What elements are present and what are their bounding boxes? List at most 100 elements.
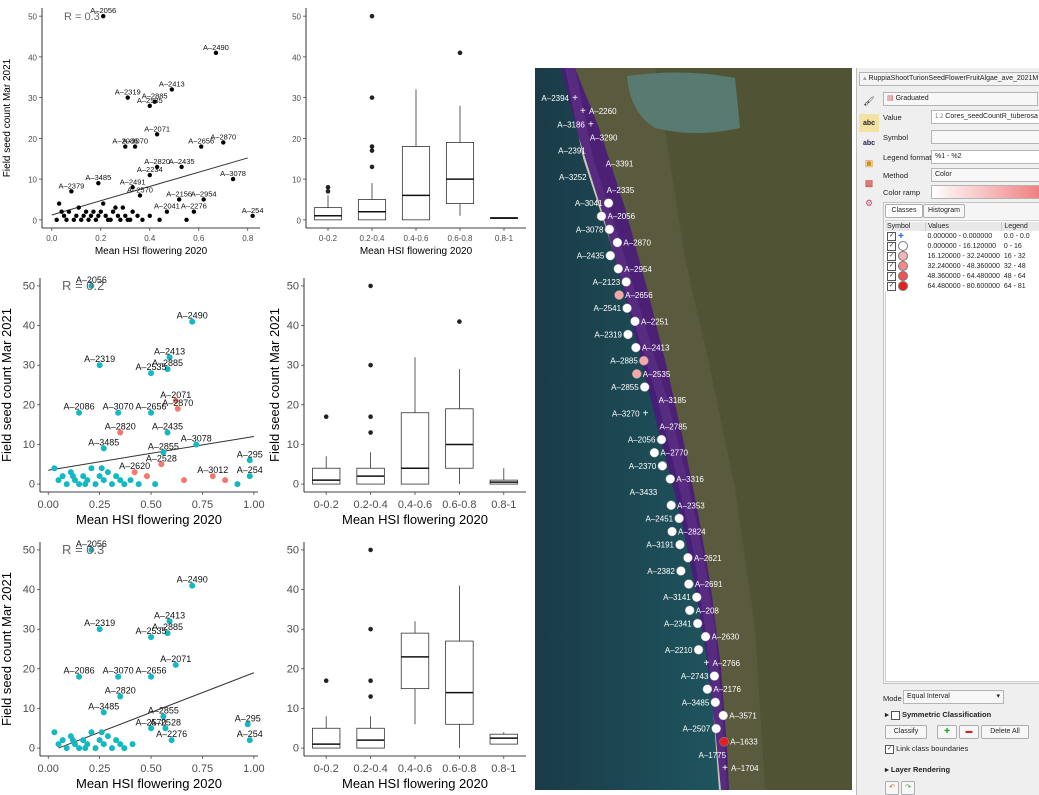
column-symbol[interactable]: Symbol	[885, 222, 926, 231]
class-row[interactable]: ✓ ✚ 0.000000 - 0.000000 0.0 - 0.0	[885, 231, 1039, 241]
undo-button[interactable]: ↶	[885, 781, 899, 795]
mask-abc-icon[interactable]: abc	[862, 139, 876, 147]
class-visible-checkbox[interactable]: ✓	[887, 261, 896, 271]
class-legend-cell[interactable]: 0 - 16	[1003, 242, 1022, 250]
class-visible-checkbox[interactable]: ✓	[887, 281, 896, 291]
box-outlier	[323, 678, 329, 684]
paintbrush-icon[interactable]: 🖌	[863, 95, 875, 106]
class-visible-checkbox[interactable]: ✓	[887, 271, 896, 281]
map-canvas[interactable]: + A–2394 + A–2260 + A–3186 A–3290 A–2391 A–3391 A…	[535, 68, 852, 790]
class-symbol-cell[interactable]: ✓	[885, 261, 926, 271]
x-tick-label: 0.2-0.4	[353, 499, 387, 511]
layer-styling-panel: ▴ RuppiaShootTurionSeedFlowerFruitAlgae_…	[856, 68, 1039, 795]
method-select[interactable]: Color	[931, 168, 1039, 182]
expand-arrow-icon: ▸	[885, 710, 891, 719]
box-outlier	[325, 184, 331, 190]
class-values-cell[interactable]: 32.240000 - 48.360000	[927, 262, 1000, 270]
site-label: A–2630	[712, 633, 740, 642]
class-row[interactable]: ✓ 16.120000 - 32.240000 16 - 32	[885, 251, 1039, 261]
class-values-cell[interactable]: 48.360000 - 64.480000	[927, 272, 1000, 280]
site-marker	[693, 645, 704, 655]
correlation-annotation: R = 0.3	[62, 542, 104, 557]
color-ramp-select[interactable]	[931, 185, 1039, 199]
class-legend-cell[interactable]: 0.0 - 0.0	[1003, 232, 1030, 240]
mode-select[interactable]: Equal Interval ▾	[903, 690, 1004, 704]
data-point	[86, 217, 91, 223]
data-point	[96, 180, 101, 186]
class-row[interactable]: ✓ 0.000000 - 16.120000 0 - 16	[885, 241, 1039, 251]
layer-select[interactable]: ▴ RuppiaShootTurionSeedFlowerFruitAlgae_…	[859, 72, 1039, 86]
symmetric-checkbox[interactable]	[890, 710, 900, 720]
remove-class-button[interactable]: ▬	[959, 725, 979, 739]
box-rect	[357, 199, 387, 221]
point-label: A–2820	[105, 422, 136, 432]
data-point	[92, 745, 99, 752]
symbol-button[interactable]	[931, 130, 1039, 144]
land-vegetation	[655, 68, 852, 790]
class-row[interactable]: ✓ 48.360000 - 64.480000 48 - 64	[885, 271, 1039, 281]
site-marker	[614, 290, 624, 300]
column-values[interactable]: Values	[925, 222, 1003, 231]
column-legend[interactable]: Legend	[1001, 222, 1039, 231]
label-abc-icon[interactable]: abc	[859, 114, 879, 132]
class-visible-checkbox[interactable]: ✓	[887, 251, 896, 261]
action-gear-icon[interactable]: ⚙	[864, 197, 874, 208]
point-label: A–2570	[127, 185, 153, 194]
data-point	[76, 481, 83, 488]
link-boundaries-checkbox[interactable]: ✓	[885, 744, 894, 754]
class-symbol-cell[interactable]: ✓	[885, 241, 926, 251]
data-point	[118, 217, 123, 223]
class-row[interactable]: ✓ 32.240000 - 48.360000 32 - 48	[885, 261, 1039, 271]
tab-classes[interactable]: Classes	[885, 204, 923, 218]
y-tick-label: 40	[287, 320, 299, 332]
delete-all-button[interactable]: Delete All	[981, 725, 1029, 739]
class-row[interactable]: ✓ 64.480000 - 80.600000 64 - 81	[885, 281, 1039, 291]
data-point	[110, 209, 116, 214]
class-legend-cell[interactable]: 64 - 81	[1003, 282, 1026, 290]
class-visible-checkbox[interactable]: ✓	[887, 231, 896, 241]
symmetric-row[interactable]: ▸ Symmetric Classification	[885, 710, 991, 720]
box-outlier	[368, 678, 373, 684]
point-label: A–254	[242, 206, 264, 215]
class-symbol-cell[interactable]: ✓	[885, 281, 926, 291]
add-class-button[interactable]: ✚	[937, 725, 957, 739]
data-point	[152, 99, 157, 104]
class-visible-checkbox[interactable]: ✓	[887, 241, 896, 251]
data-point	[127, 477, 134, 484]
class-legend-cell[interactable]: 16 - 32	[1003, 252, 1026, 260]
box-outlier	[457, 50, 463, 56]
layer-rendering-row[interactable]: ▸ Layer Rendering	[885, 765, 950, 774]
x-tick-label: 0.75	[192, 763, 213, 775]
tab-histogram[interactable]: Histogram	[923, 204, 965, 218]
class-legend-cell[interactable]: 48 - 64	[1003, 272, 1026, 280]
3d-cube-icon[interactable]: ▣	[864, 157, 874, 168]
class-symbol-cell[interactable]: ✓ ✚	[885, 231, 926, 241]
site-label: A–2824	[678, 528, 706, 537]
data-point	[76, 673, 83, 680]
point-label: A–2413	[159, 79, 185, 88]
class-symbol-cell[interactable]: ✓	[885, 271, 926, 281]
classify-button[interactable]: Classify	[885, 725, 927, 739]
point-label: A–2086	[64, 666, 95, 676]
point-label: A–2413	[154, 346, 185, 356]
renderer-select[interactable]: ▤ Graduated	[883, 92, 1038, 106]
legend-format-field[interactable]: %1 - %2	[931, 150, 1039, 164]
data-point	[246, 737, 253, 744]
value-type-prefix: 1.2	[935, 114, 944, 120]
box-rect	[445, 640, 474, 725]
class-values-cell[interactable]: 0.000000 - 16.120000	[927, 242, 997, 250]
class-values-cell[interactable]: 16.120000 - 32.240000	[927, 252, 1000, 260]
data-point	[104, 733, 111, 740]
site-marker	[675, 539, 685, 550]
scatter-svg-3: 0 10 20 30 40 50 0.00 0.25 0.50 0.75 1.00 Mean HSI …	[0, 539, 265, 791]
class-values-cell[interactable]: 64.480000 - 80.600000	[927, 282, 1000, 290]
link-boundaries-row[interactable]: ✓ Link class boundaries	[885, 744, 968, 754]
class-values-cell[interactable]: 0.000000 - 0.000000	[927, 232, 993, 240]
class-symbol-cell[interactable]: ✓	[885, 251, 926, 261]
site-label: A–2785	[660, 422, 688, 431]
diagram-icon[interactable]: ▩	[864, 177, 874, 188]
redo-button[interactable]: ↷	[901, 781, 915, 795]
value-field[interactable]: 1.2 Cores_seedCountR_tuberosa	[931, 110, 1039, 124]
class-legend-cell[interactable]: 32 - 48	[1003, 262, 1026, 270]
site-label: A–3316	[676, 475, 704, 484]
